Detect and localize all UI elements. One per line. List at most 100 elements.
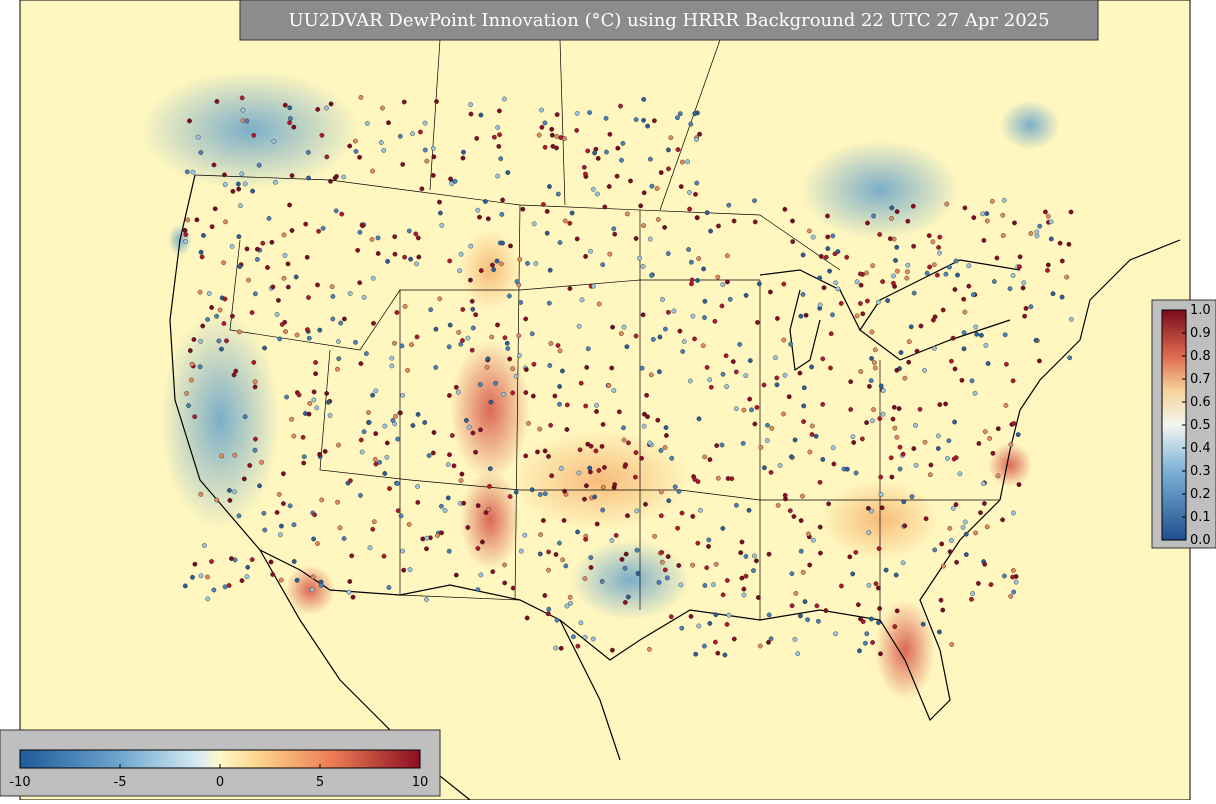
station-dot <box>649 183 655 189</box>
station-dot <box>198 573 204 579</box>
station-dot <box>402 304 408 309</box>
station-dot <box>352 138 358 144</box>
station-dot <box>947 264 952 270</box>
station-dot <box>564 427 570 432</box>
station-dot <box>878 383 884 389</box>
station-dot <box>536 132 542 138</box>
station-dot <box>720 282 726 287</box>
station-dot <box>367 545 373 551</box>
station-dot <box>475 587 481 593</box>
station-dot <box>221 260 227 266</box>
station-dot <box>306 335 312 341</box>
station-dot <box>584 483 589 489</box>
station-dot <box>885 298 890 303</box>
station-dot <box>490 262 495 268</box>
station-dot <box>913 462 919 468</box>
station-dot <box>498 156 504 162</box>
station-dot <box>523 453 529 459</box>
station-dot <box>239 95 245 101</box>
station-dot <box>311 536 316 542</box>
station-dot <box>711 582 716 587</box>
station-dot <box>873 581 879 587</box>
station-dot <box>1045 267 1050 273</box>
station-dot <box>680 349 686 354</box>
station-dot <box>214 497 220 503</box>
station-dot <box>510 585 516 591</box>
station-dot <box>355 247 361 253</box>
station-dot <box>809 432 815 437</box>
station-dot <box>647 440 653 446</box>
station-dot <box>690 562 695 568</box>
station-dot <box>380 105 385 111</box>
station-dot <box>786 394 792 400</box>
station-dot <box>600 507 606 513</box>
title: UU2DVAR DewPoint Innovation (°C) using H… <box>288 10 1049 31</box>
station-dot <box>708 384 714 390</box>
station-dot <box>433 364 439 370</box>
station-dot <box>1028 304 1034 310</box>
station-dot <box>707 621 713 626</box>
station-dot <box>410 423 416 428</box>
station-dot <box>788 341 794 347</box>
station-dot <box>743 554 749 559</box>
tick-label: 1.0 <box>1190 303 1211 318</box>
station-dot <box>357 154 362 160</box>
station-dot <box>254 246 260 252</box>
station-dot <box>496 108 502 114</box>
station-dot <box>274 510 280 515</box>
station-dot <box>260 240 266 246</box>
station-dot <box>416 254 422 260</box>
station-dot <box>400 392 406 398</box>
station-dot <box>716 223 721 229</box>
station-dot <box>319 132 325 138</box>
station-dot <box>350 594 356 600</box>
station-dot <box>821 285 827 291</box>
station-dot <box>198 249 204 255</box>
station-dot <box>399 343 405 349</box>
station-dot <box>375 251 381 256</box>
station-dot <box>198 338 204 344</box>
station-dot <box>726 202 732 208</box>
station-dot <box>984 524 990 530</box>
station-dot <box>611 485 617 490</box>
station-dot <box>394 310 400 315</box>
station-dot <box>271 138 277 144</box>
station-dot <box>324 390 330 396</box>
station-dot <box>734 406 739 412</box>
station-dot <box>741 586 747 592</box>
station-dot <box>878 492 884 497</box>
station-dot <box>686 247 691 252</box>
station-dot <box>578 380 584 386</box>
station-dot <box>477 214 482 220</box>
station-dot <box>265 265 270 270</box>
station-dot <box>236 513 242 519</box>
station-dot <box>800 570 806 575</box>
station-dot <box>197 289 203 295</box>
tick-label: -5 <box>114 775 127 790</box>
station-dot <box>593 448 599 454</box>
station-dot <box>647 236 653 242</box>
station-dot <box>596 468 602 473</box>
station-dot <box>966 283 972 289</box>
station-dot <box>652 533 657 539</box>
station-dot <box>949 642 955 647</box>
station-dot <box>645 414 650 420</box>
station-dot <box>690 514 696 519</box>
station-dot <box>371 320 376 326</box>
station-dot <box>962 519 968 525</box>
station-dot <box>469 347 475 353</box>
station-dot <box>409 342 414 348</box>
station-dot <box>655 217 661 222</box>
station-dot <box>864 270 869 276</box>
station-dot <box>946 438 952 444</box>
station-dot <box>266 215 272 221</box>
station-dot <box>564 603 570 609</box>
station-dot <box>1020 285 1026 291</box>
station-dot <box>381 553 387 559</box>
station-dot <box>966 263 972 269</box>
station-dot <box>941 563 946 569</box>
station-dot <box>478 268 484 273</box>
station-dot <box>584 364 590 370</box>
station-dot <box>268 559 274 565</box>
station-dot <box>523 316 529 322</box>
